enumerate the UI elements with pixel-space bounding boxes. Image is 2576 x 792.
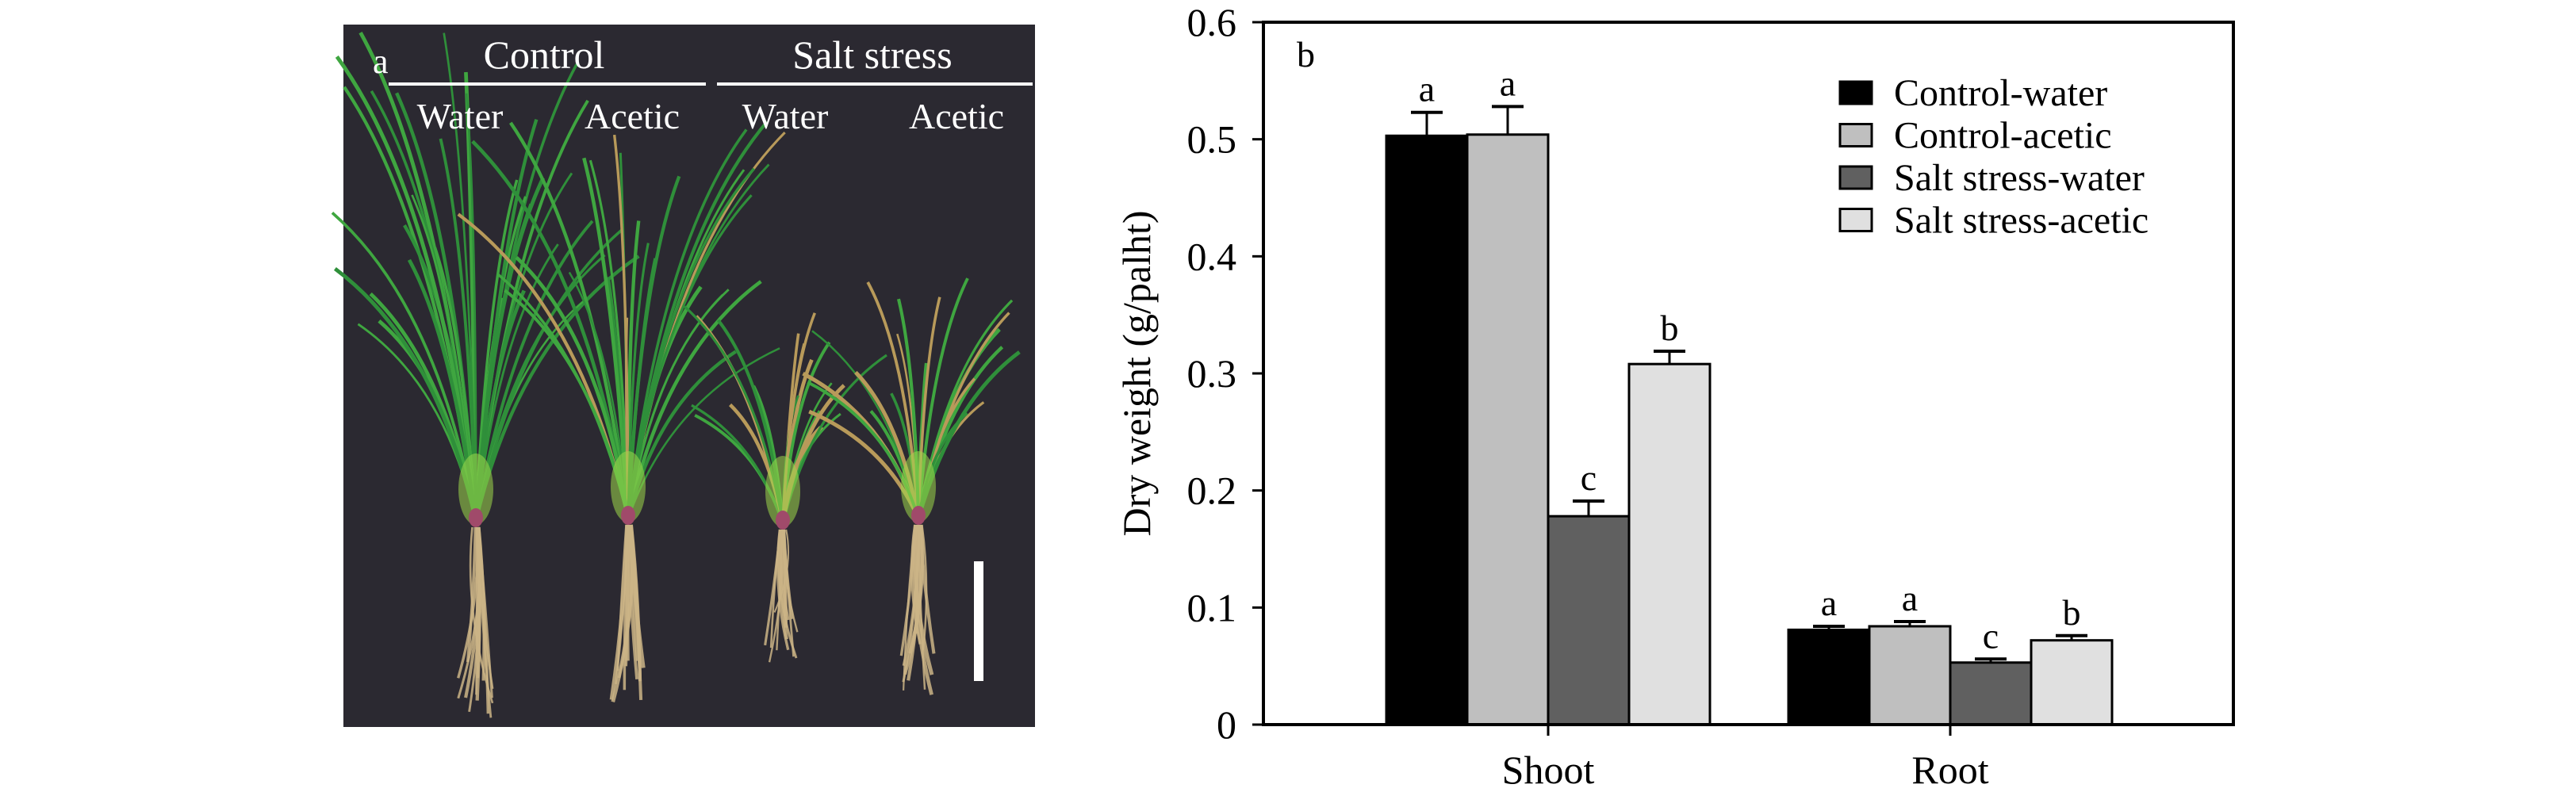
legend-swatch — [1838, 165, 1873, 190]
y-axis-label: Dry weight (g/palht) — [1114, 210, 1159, 536]
significance-letter: a — [1821, 583, 1837, 623]
root — [457, 526, 481, 699]
bars: a a c b a a c b — [1385, 63, 2114, 726]
plant-photo-panel: a Control Salt stress Water Acetic Water… — [331, 25, 1035, 727]
bar — [2030, 639, 2114, 726]
leaf — [627, 167, 756, 519]
legend-label: Salt stress-water — [1894, 157, 2145, 199]
root — [476, 526, 494, 690]
legend-label: Control-acetic — [1894, 115, 2112, 157]
legend-swatch — [1838, 123, 1873, 147]
y-tick-label: 0 — [1217, 702, 1236, 747]
significance-letter: b — [1661, 308, 1679, 348]
photo-panel-label: a — [373, 42, 389, 81]
leaf-base — [458, 453, 493, 525]
scale-bar — [974, 561, 983, 681]
treatment-label: Water — [417, 96, 504, 136]
chart-panel-label: b — [1297, 34, 1315, 75]
leaf-base — [611, 451, 646, 522]
leaf — [508, 121, 631, 519]
bar — [1868, 625, 1952, 726]
root — [903, 524, 916, 691]
plants — [331, 31, 1021, 718]
legend-label: Control-water — [1894, 72, 2107, 114]
root — [624, 524, 631, 667]
legend-label: Salt stress-acetic — [1894, 200, 2149, 242]
y-tick-label: 0.1 — [1187, 585, 1237, 629]
x-axis: Shoot Root — [1502, 725, 1989, 792]
x-tick-label: Root — [1911, 748, 1988, 792]
root — [769, 529, 781, 649]
bar — [1949, 661, 2033, 726]
group-label-salt-stress: Salt stress — [792, 33, 952, 77]
stem-base — [621, 506, 635, 525]
plant — [684, 305, 887, 663]
y-tick-label: 0.6 — [1187, 0, 1237, 44]
stem-base — [911, 506, 926, 525]
treatment-label: Acetic — [585, 96, 680, 136]
root — [466, 526, 477, 663]
y-axis: 0 0.1 0.2 0.3 0.4 0.5 0.6 — [1187, 0, 1263, 747]
bar — [1385, 134, 1469, 726]
significance-letter: a — [1902, 578, 1918, 618]
leaf — [627, 128, 748, 519]
bar — [1627, 362, 1712, 726]
significance-letter: a — [1419, 69, 1435, 109]
leaf — [443, 33, 477, 522]
root — [615, 524, 629, 685]
treatment-label: Acetic — [909, 96, 1004, 136]
legend-swatch — [1838, 80, 1873, 105]
group-label-control: Control — [484, 33, 605, 77]
significance-letter: b — [2063, 592, 2081, 633]
significance-letter: a — [1500, 63, 1516, 103]
stem-base — [469, 508, 483, 527]
y-tick-label: 0.2 — [1187, 469, 1237, 513]
leaf-base — [765, 456, 800, 527]
x-tick-label: Shoot — [1502, 748, 1595, 792]
significance-letter: c — [1983, 615, 1999, 656]
y-tick-label: 0.4 — [1187, 234, 1237, 278]
bar — [1787, 628, 1871, 726]
stem-base — [776, 511, 790, 530]
leaf-base — [901, 451, 936, 522]
plant — [802, 277, 1021, 695]
bar — [1547, 515, 1631, 726]
root — [907, 524, 922, 681]
root — [773, 529, 790, 613]
leaf — [473, 118, 539, 522]
bar — [1466, 133, 1550, 726]
y-tick-label: 0.3 — [1187, 351, 1237, 396]
plant — [457, 121, 786, 702]
legend-swatch — [1838, 208, 1873, 232]
root — [611, 524, 634, 702]
bar-chart: a a c b a a c b 0 0.1 0.2 0.3 0.4 0.5 0.6 Shoot Root b… — [1114, 0, 2235, 792]
treatment-label: Water — [742, 96, 829, 136]
leaf — [582, 157, 631, 519]
leaf — [465, 93, 477, 522]
significance-letter: c — [1581, 457, 1597, 498]
y-tick-label: 0.5 — [1187, 117, 1237, 162]
